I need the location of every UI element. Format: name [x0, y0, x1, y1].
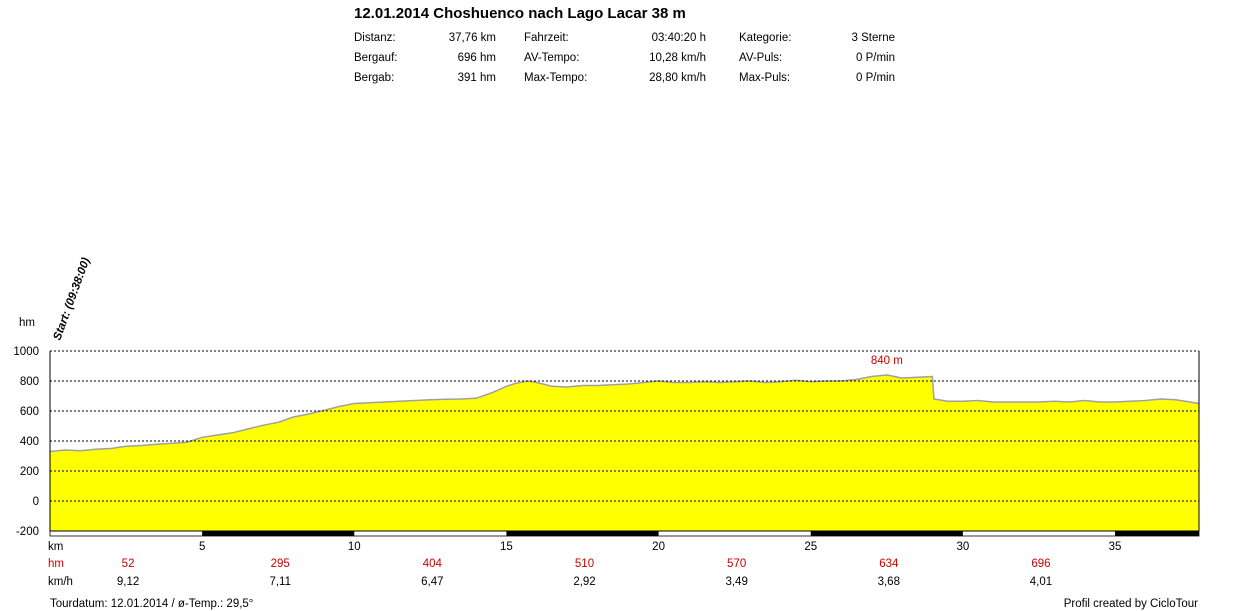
segment-ascent-value: 404 [423, 558, 443, 570]
scale-bar-outline [49, 530, 1200, 537]
stat-value: 37,76 km [448, 32, 496, 44]
scale-bar-segment [1115, 531, 1199, 536]
x-tick-label: 30 [956, 541, 969, 553]
segment-speed-value: 3,49 [725, 576, 747, 588]
segment-ascent-value: 510 [575, 558, 594, 570]
stat-avg-pulse: AV-Puls: 0 P/min [739, 51, 895, 71]
stat-ascent: Bergauf: 696 hm [354, 51, 496, 71]
x-tick-label: 25 [804, 541, 817, 553]
stat-label: AV-Puls: [739, 52, 783, 64]
footer-tour-info: Tourdatum: 12.01.2014 / ø-Temp.: 29,5° [50, 598, 254, 610]
segment-speed-value: 7,11 [269, 576, 291, 588]
x-tick-label: 15 [500, 541, 513, 553]
segment-speed-value: 2,92 [573, 576, 595, 588]
y-tick-label: 600 [20, 406, 39, 418]
stat-value: 3 Sterne [851, 32, 895, 44]
stat-value: 28,80 km/h [649, 72, 706, 84]
segment-speed-value: 9,12 [117, 576, 139, 588]
y-tick-label: 400 [20, 436, 39, 448]
segment-speed-value: 6,47 [421, 576, 443, 588]
stats-column-1: Distanz: 37,76 km Bergauf: 696 hm Bergab… [354, 31, 496, 91]
x-tick-label: 35 [1109, 541, 1122, 553]
segment-ascent-value: 52 [122, 558, 135, 570]
stat-label: AV-Tempo: [524, 52, 580, 64]
elevation-area [50, 375, 1199, 531]
stat-label: Bergauf: [354, 52, 398, 64]
stat-value: 696 hm [457, 52, 496, 64]
x-tick-label: 20 [652, 541, 665, 553]
stat-ride-time: Fahrzeit: 03:40:20 h [524, 31, 706, 51]
segment-ascent-value: 634 [879, 558, 899, 570]
hm-row-label: hm [48, 558, 64, 570]
y-tick-label: 0 [33, 496, 39, 508]
stat-label: Max-Puls: [739, 72, 791, 84]
segment-ascent-value: 696 [1031, 558, 1050, 570]
stat-value: 10,28 km/h [649, 52, 706, 64]
stat-distance: Distanz: 37,76 km [354, 31, 496, 51]
segment-speed-value: 3,68 [878, 576, 900, 588]
stat-avg-speed: AV-Tempo: 10,28 km/h [524, 51, 706, 71]
segment-ascent-value: 570 [727, 558, 746, 570]
x-tick-label: 10 [348, 541, 361, 553]
stat-value: 391 hm [457, 72, 496, 84]
segment-speed-value: 4,01 [1030, 576, 1052, 588]
stat-label: Max-Tempo: [524, 72, 588, 84]
stat-label: Kategorie: [739, 32, 792, 44]
stat-label: Fahrzeit: [524, 32, 569, 44]
start-time-label: Start: (09:38:00) [52, 256, 93, 342]
stat-category: Kategorie: 3 Sterne [739, 31, 895, 51]
stat-max-speed: Max-Tempo: 28,80 km/h [524, 71, 706, 91]
y-tick-label: -200 [16, 526, 39, 538]
stat-label: Distanz: [354, 32, 396, 44]
elevation-line [49, 374, 1200, 453]
scale-bar-segment [202, 531, 355, 536]
stat-value: 03:40:20 h [651, 32, 706, 44]
segment-ascent-value: 295 [271, 558, 290, 570]
scale-bar-segment [810, 531, 963, 536]
stat-value: 0 P/min [856, 72, 895, 84]
stat-label: Bergab: [354, 72, 395, 84]
x-axis-label: km [48, 541, 63, 553]
scale-bar-segment [506, 531, 659, 536]
stats-column-2: Fahrzeit: 03:40:20 h AV-Tempo: 10,28 km/… [524, 31, 706, 91]
y-tick-label: 1000 [13, 346, 39, 358]
y-tick-label: 200 [20, 466, 39, 478]
chart-title: 12.01.2014 Choshuenco nach Lago Lacar 38… [354, 5, 686, 22]
y-axis-label: hm [19, 317, 35, 329]
stats-column-3: Kategorie: 3 Sterne AV-Puls: 0 P/min Max… [739, 31, 895, 91]
stat-max-pulse: Max-Puls: 0 P/min [739, 71, 895, 91]
max-elevation-label: 840 m [871, 355, 903, 367]
footer-credit: Profil created by CicloTour [1063, 598, 1198, 610]
y-tick-label: 800 [20, 376, 39, 388]
speed-row-label: km/h [48, 576, 73, 588]
stat-descent: Bergab: 391 hm [354, 71, 496, 91]
stat-value: 0 P/min [856, 52, 895, 64]
x-tick-label: 5 [199, 541, 205, 553]
